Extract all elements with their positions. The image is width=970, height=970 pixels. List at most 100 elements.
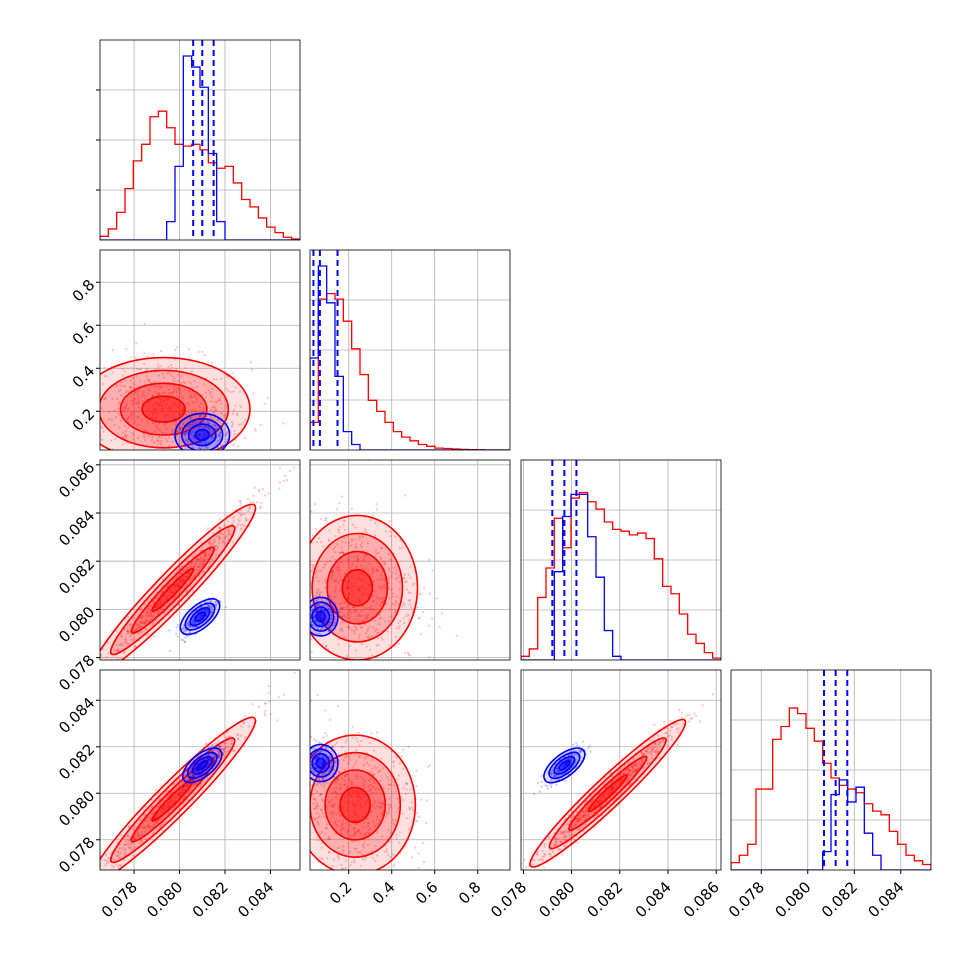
scatter-point	[236, 412, 239, 415]
scatter-point	[361, 585, 364, 588]
scatter-point	[343, 774, 346, 777]
scatter-point	[196, 559, 200, 562]
scatter-point	[199, 785, 202, 788]
scatter-point	[313, 797, 316, 800]
scatter-point	[133, 629, 136, 633]
scatter-point	[341, 867, 344, 870]
scatter-point	[175, 434, 179, 437]
scatter-point	[342, 552, 345, 555]
scatter-point	[123, 628, 126, 631]
scatter-point	[324, 625, 327, 628]
scatter-point	[649, 739, 652, 743]
scatter-point	[117, 390, 121, 393]
scatter-point	[341, 820, 345, 823]
panel-frame	[309, 669, 511, 871]
scatter-point	[376, 597, 379, 600]
scatter-point	[333, 624, 336, 627]
contour-blue	[191, 755, 213, 775]
scatter-point	[320, 841, 324, 845]
scatter-point	[403, 651, 407, 655]
scatter-point	[186, 566, 189, 569]
contour-blue	[196, 760, 208, 771]
scatter-point	[224, 606, 227, 609]
scatter-point	[157, 402, 160, 406]
scatter-point	[301, 644, 303, 646]
scatter-point	[373, 664, 375, 666]
scatter-point	[98, 395, 100, 397]
scatter-point	[169, 591, 172, 594]
scatter-point	[192, 565, 196, 568]
scatter-point	[613, 786, 616, 789]
scatter-point	[204, 433, 207, 436]
scatter-point	[199, 447, 203, 450]
scatter-point	[376, 822, 380, 826]
panel-content	[59, 671, 296, 922]
scatter-point	[238, 404, 242, 407]
scatter-point	[163, 810, 166, 813]
scatter-point	[201, 609, 204, 612]
scatter-point	[188, 572, 191, 575]
scatter-point	[137, 406, 140, 409]
scatter-point	[143, 622, 146, 625]
scatter-point	[121, 847, 124, 850]
panel-content	[98, 322, 300, 450]
scatter-point	[193, 625, 196, 629]
scatter-point	[334, 779, 338, 782]
x-tick-label: 0.078	[98, 878, 141, 921]
scatter-point	[158, 403, 161, 406]
scatter-point	[354, 775, 358, 778]
scatter-point	[324, 778, 327, 781]
scatter-point	[387, 587, 390, 590]
scatter-point	[315, 804, 318, 807]
scatter-point	[318, 813, 321, 816]
scatter-point	[148, 408, 151, 411]
scatter-point	[313, 818, 316, 821]
scatter-point	[231, 522, 234, 525]
scatter-point	[176, 430, 179, 433]
scatter-point	[570, 826, 574, 829]
scatter-point	[181, 406, 184, 409]
scatter-point	[158, 387, 161, 390]
histogram-blue	[100, 55, 300, 240]
scatter-point	[310, 621, 312, 624]
scatter-point	[344, 782, 348, 785]
scatter-point	[166, 801, 169, 804]
scatter-point	[361, 857, 364, 860]
scatter-point	[373, 800, 377, 803]
scatter-point	[222, 752, 225, 755]
scatter-point	[218, 536, 221, 539]
scatter-point	[149, 604, 152, 608]
scatter-point	[147, 401, 150, 404]
scatter-point	[227, 749, 230, 753]
scatter-point	[140, 615, 143, 619]
panel-background	[310, 460, 510, 660]
scatter-point	[157, 366, 160, 369]
scatter-point	[340, 607, 344, 610]
scatter-point	[165, 432, 168, 435]
scatter-point	[326, 759, 329, 762]
scatter-point	[627, 776, 631, 779]
scatter-point	[121, 443, 125, 446]
scatter-point	[59, 920, 61, 922]
scatter-point	[378, 806, 381, 809]
scatter-point	[214, 604, 217, 607]
scatter-point	[153, 430, 156, 433]
scatter-point	[185, 438, 188, 441]
scatter-point	[324, 609, 327, 612]
scatter-point	[389, 534, 392, 538]
scatter-point	[185, 784, 188, 787]
scatter-point	[388, 597, 391, 600]
scatter-point	[213, 407, 216, 410]
scatter-point	[350, 539, 354, 542]
scatter-point	[185, 784, 189, 787]
scatter-point	[320, 761, 323, 765]
scatter-point	[242, 524, 246, 528]
scatter-point	[658, 741, 661, 744]
scatter-point	[328, 851, 331, 854]
scatter-point	[342, 519, 345, 522]
scatter-point	[105, 853, 108, 856]
scatter-point	[264, 702, 267, 705]
scatter-point	[315, 756, 318, 759]
scatter-point	[415, 769, 418, 772]
scatter-point	[302, 594, 304, 596]
